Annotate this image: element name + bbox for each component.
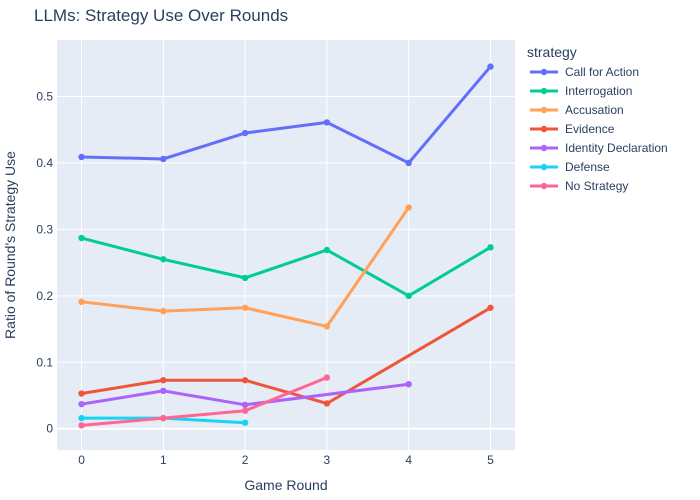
data-point — [160, 377, 167, 384]
legend-item[interactable]: Accusation — [530, 103, 624, 117]
x-tick-label: 3 — [324, 453, 331, 467]
series-identity-declaration — [78, 381, 412, 409]
x-tick-label: 0 — [78, 453, 85, 467]
legend-swatch-marker — [540, 182, 548, 190]
series-no-strategy — [78, 374, 331, 429]
series-call-for-action — [78, 63, 494, 167]
legend-swatch-marker — [540, 163, 548, 171]
data-point — [323, 374, 331, 381]
data-point — [78, 234, 85, 242]
y-tick-label: 0.5 — [36, 89, 53, 103]
data-point — [405, 204, 412, 211]
data-point — [241, 419, 249, 426]
legend-swatch-marker — [540, 68, 548, 76]
x-axis-title: Game Round — [244, 477, 327, 493]
data-point — [405, 159, 412, 167]
y-tick-label: 0.3 — [36, 222, 53, 236]
data-point — [160, 387, 167, 395]
data-point — [487, 63, 494, 70]
y-axis-title: Ratio of Round's Strategy Use — [2, 151, 18, 339]
legend-label: Accusation — [565, 103, 624, 117]
legend-label: Evidence — [565, 122, 615, 136]
data-point — [78, 153, 85, 161]
data-point — [160, 155, 167, 163]
chart-title: LLMs: Strategy Use Over Rounds — [34, 6, 288, 25]
data-point — [241, 401, 249, 409]
data-point — [487, 244, 494, 251]
data-point — [78, 414, 85, 422]
legend-item[interactable]: Call for Action — [530, 65, 639, 79]
legend-label: Defense — [565, 160, 610, 174]
series-accusation — [78, 204, 412, 330]
data-point — [78, 400, 85, 408]
legend-title: strategy — [527, 44, 577, 60]
data-point — [487, 304, 494, 311]
legend-label: Identity Declaration — [565, 141, 668, 155]
series-line — [80, 376, 329, 427]
series-line — [80, 236, 492, 298]
y-tick-label: 0 — [46, 422, 53, 436]
data-point — [78, 422, 85, 429]
data-point — [241, 304, 249, 311]
data-point — [241, 377, 249, 384]
x-tick-label: 4 — [405, 453, 412, 467]
data-point — [241, 407, 249, 414]
data-point — [160, 256, 167, 263]
data-point — [78, 390, 85, 397]
legend-label: Interrogation — [565, 84, 632, 98]
data-point — [241, 129, 249, 137]
legend-swatch-marker — [540, 87, 548, 95]
legend-item[interactable]: No Strategy — [530, 179, 628, 193]
series-layer — [78, 63, 494, 429]
y-tick-label: 0.2 — [36, 289, 53, 303]
legend-item[interactable]: Evidence — [530, 122, 615, 136]
ticks: 0 1 2 3 4 5 0 0.1 0.2 0.3 0.4 0.5 — [36, 89, 494, 467]
x-tick-label: 2 — [242, 453, 249, 467]
legend-label: Call for Action — [565, 65, 639, 79]
legend-swatch-marker — [540, 106, 548, 114]
series-interrogation — [78, 234, 494, 300]
data-point — [160, 307, 167, 315]
data-point — [241, 274, 249, 282]
legend-items: Call for Action Interrogation Accusation Ev… — [530, 65, 668, 193]
legend-item[interactable]: Defense — [530, 160, 610, 174]
data-point — [323, 246, 331, 254]
x-tick-label: 1 — [160, 453, 167, 467]
legend-swatch-marker — [540, 144, 548, 152]
data-point — [405, 292, 412, 300]
data-point — [323, 119, 331, 126]
data-point — [405, 381, 412, 388]
legend-swatch-marker — [540, 125, 548, 133]
x-tick-label: 5 — [487, 453, 494, 467]
series-evidence — [78, 304, 494, 407]
data-point — [160, 414, 167, 422]
y-tick-label: 0.1 — [36, 355, 53, 369]
series-line — [80, 382, 411, 407]
legend-label: No Strategy — [565, 179, 628, 193]
series-line — [80, 65, 492, 165]
legend-item[interactable]: Identity Declaration — [530, 141, 668, 155]
y-tick-label: 0.4 — [36, 156, 53, 170]
data-point — [323, 323, 331, 330]
legend-item[interactable]: Interrogation — [530, 84, 632, 98]
data-point — [323, 400, 331, 407]
data-point — [78, 298, 85, 306]
plot-area — [57, 40, 515, 450]
legend: strategy Call for Action Interrogation Acc… — [527, 44, 668, 193]
